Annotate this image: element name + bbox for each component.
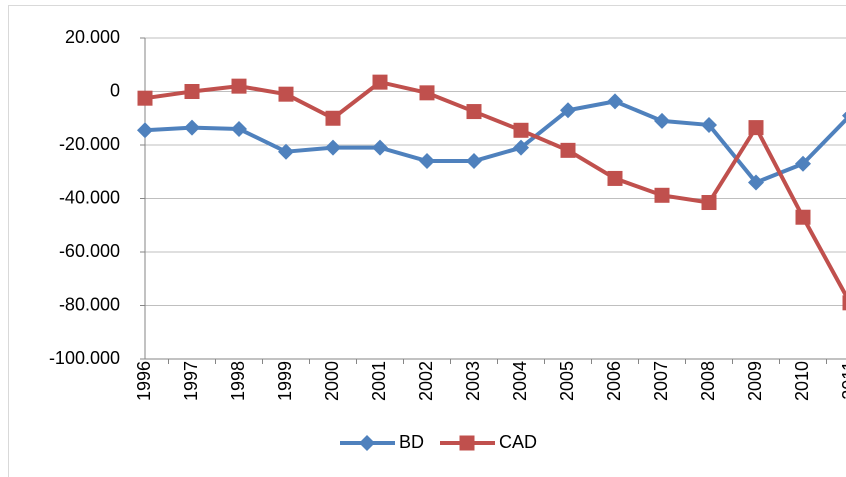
marker [372,139,388,156]
marker [137,90,153,106]
marker [372,74,388,90]
marker [748,174,764,191]
marker [513,122,529,138]
marker [231,120,247,137]
marker [513,139,529,156]
marker [419,153,435,170]
series-line [144,80,846,300]
marker [325,139,341,156]
marker [184,119,200,136]
marker [842,295,846,311]
marker [466,153,482,170]
chart-frame [8,5,846,477]
marker [701,116,717,133]
y-tick-label: 0 [110,80,120,100]
marker [231,78,247,94]
x-tick-label: 1996 [134,361,154,401]
x-tick-label: 1999 [275,361,295,401]
marker [137,122,153,139]
x-tick-label: 2006 [604,361,624,401]
marker [607,170,623,186]
y-tick-label: -60.000 [59,241,120,261]
y-tick-label: 20.000 [65,27,120,47]
x-tick-label: 2010 [792,361,812,401]
y-tick-label: -20.000 [59,134,120,154]
x-tick-label: 2007 [651,361,671,401]
x-tick-label: 1997 [181,361,201,401]
marker [607,93,623,110]
marker [278,86,294,102]
marker [359,435,375,451]
x-tick-label: 2005 [557,361,577,401]
marker [419,85,435,101]
marker [795,155,811,172]
y-tick-label: -80.000 [59,294,120,314]
series-line [144,99,846,185]
marker [701,195,717,211]
x-tick-label: 2002 [416,361,436,401]
marker [278,143,294,160]
x-tick-label: 2009 [745,361,765,401]
marker [654,187,670,203]
marker [560,142,576,158]
x-tick-label: 1998 [228,361,248,401]
marker [459,435,475,451]
y-tick-label: -100.000 [49,348,120,368]
marker [748,120,764,136]
marker [325,110,341,126]
legend-label: BD [399,432,424,452]
y-tick-label: -40.000 [59,187,120,207]
marker [654,112,670,129]
x-tick-label: 2001 [369,361,389,401]
marker [184,84,200,99]
x-tick-label: 2003 [463,361,483,401]
marker [795,209,811,225]
x-tick-label: 2008 [698,361,718,401]
marker [842,111,846,120]
x-tick-label: 2004 [510,361,530,401]
legend-label: CAD [499,432,537,452]
x-tick-label: 2011 [839,361,846,400]
x-tick-label: 2000 [322,361,342,401]
marker [560,102,576,119]
marker [466,104,482,120]
